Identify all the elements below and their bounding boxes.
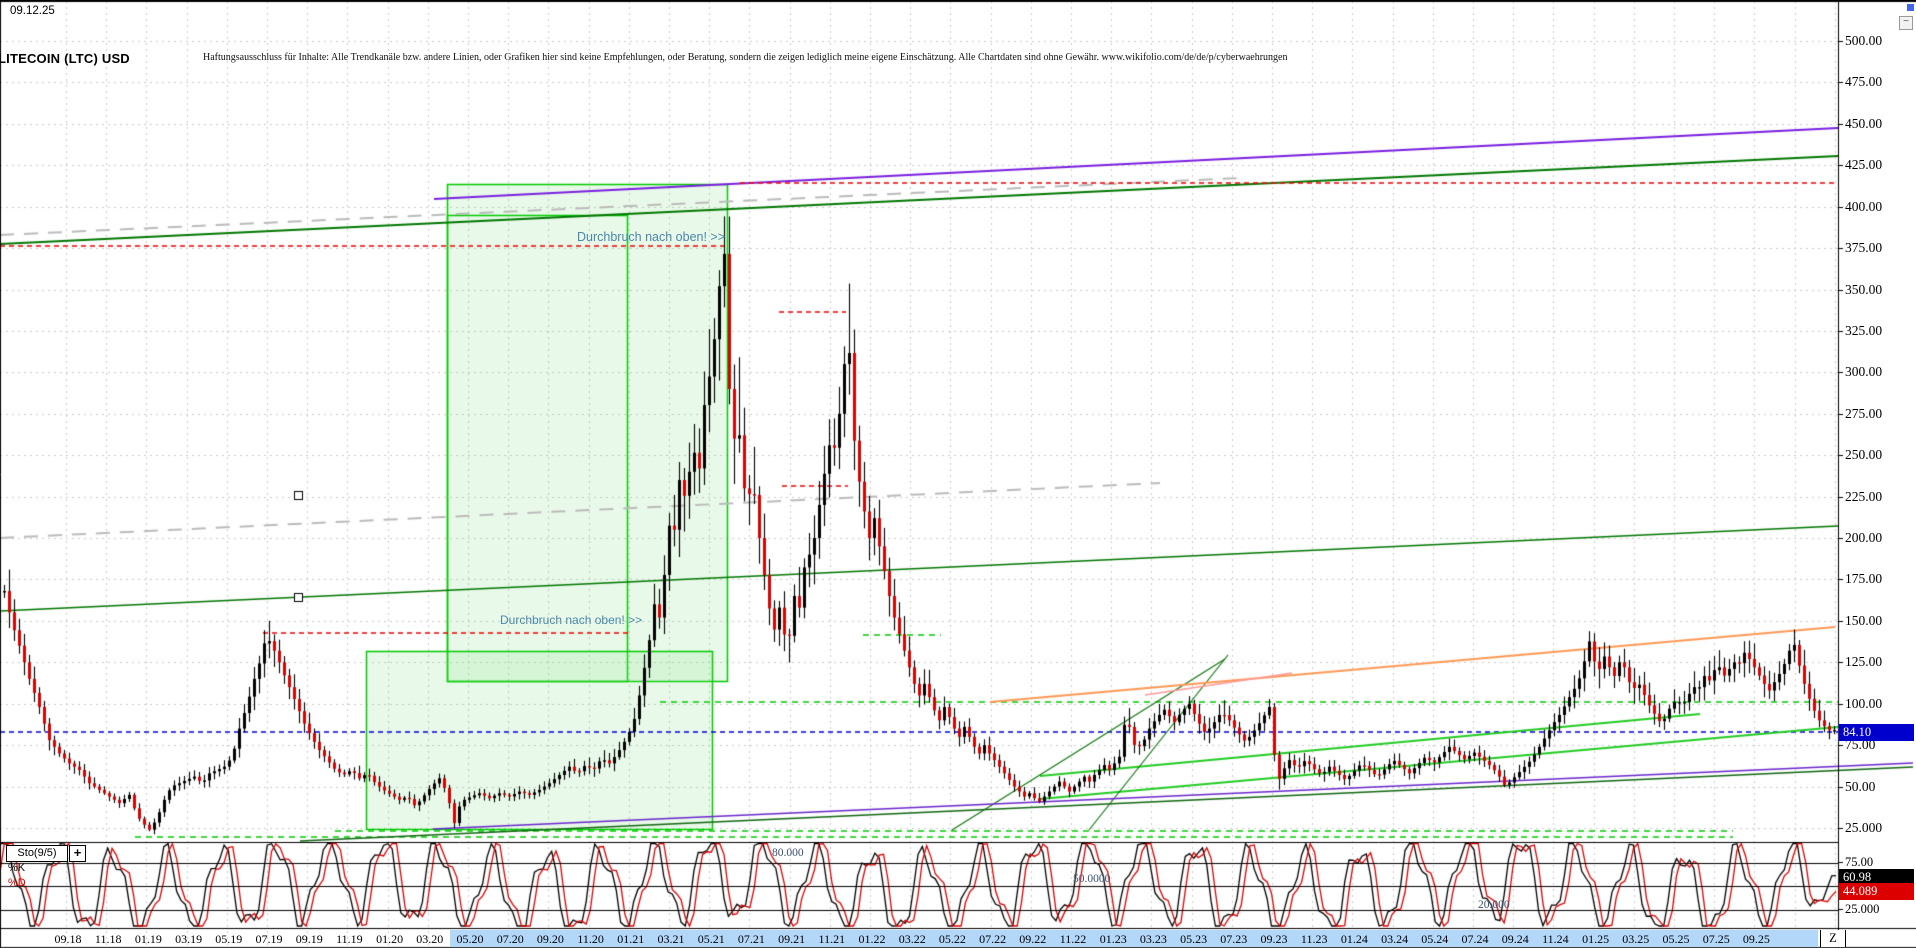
date-axis-label: 07.22 [979,932,1007,946]
date-axis-label: 03.22 [898,932,926,946]
date-axis-label: 05.24 [1421,932,1449,946]
date-axis-label: 07.23 [1220,932,1248,946]
date-axis-label: 07.21 [737,932,765,946]
price-axis-label: 50.00 [1845,778,1876,794]
date-axis-label: 09.22 [1019,932,1047,946]
date-axis-label: 09.20 [536,932,564,946]
annotation-breakout-lower: Durchbruch nach oben! >> [500,613,643,627]
sto-k-value-tag: 60.98 [1839,869,1914,886]
price-axis-label: 150.00 [1845,612,1883,628]
date-axis-label: 01.22 [858,932,886,946]
date-axis-label: 09.23 [1260,932,1288,946]
price-axis-label: 400.00 [1845,198,1883,214]
date-axis-label: 03.21 [657,932,685,946]
date-axis-label: 11.20 [577,932,604,946]
corner-marker [1907,4,1914,11]
date-axis-label: 11.23 [1300,932,1328,946]
collapse-icon[interactable]: − [1899,16,1913,30]
price-axis-label: 500.00 [1845,33,1883,48]
date-axis-label: 01.20 [376,932,404,946]
sto-add-button[interactable]: + [69,845,86,862]
date-axis-label: 11.21 [818,932,846,946]
date-axis-label: 05.22 [938,932,966,946]
sto-annotation-20: 20.000 [1478,899,1510,911]
zoom-reset-button[interactable]: Z [1820,930,1846,947]
price-axis-label: 25.000 [1845,820,1883,835]
price-axis-label: 300.00 [1845,364,1883,380]
date-axis-label: 01.24 [1340,932,1368,946]
sto-annotation-80: 80.000 [772,847,804,859]
date-axis-label: 03.20 [416,932,444,946]
sto-d-value-tag: 44.089 [1839,883,1914,900]
price-axis-label: 375.00 [1845,240,1883,256]
chart-date: 09.12.25 [10,5,55,17]
price-axis-label: 200.00 [1845,530,1883,546]
date-axis-label: 05.25 [1662,932,1690,946]
date-axis-label: 07.19 [255,932,283,946]
sto-indicator-label: Sto(9/5) [6,845,68,862]
annotation-breakout-upper: Durchbruch nach oben! >> [577,230,726,244]
price-axis-label: 125.00 [1845,654,1883,670]
sto-annotation-50: 50.0000 [1073,873,1111,885]
date-axis-label: 01.25 [1582,932,1610,946]
sto-axis-label: 75.00 [1845,855,1874,869]
price-axis-label: 275.00 [1845,405,1883,421]
date-axis-label: 01.21 [617,932,645,946]
date-axis-label: 09.25 [1742,932,1770,946]
price-axis-label: 100.00 [1845,695,1883,711]
date-axis-label: 09.18 [54,932,82,946]
price-axis-label: 425.00 [1845,157,1883,173]
price-axis-label: 450.00 [1845,115,1883,131]
date-axis-label: 09.24 [1501,932,1529,946]
date-axis-label: 07.24 [1461,932,1489,946]
date-axis-label: 05.21 [697,932,725,946]
date-axis-label: 07.20 [496,932,524,946]
date-axis-label: 11.24 [1542,932,1569,946]
date-axis-label: 11.19 [336,932,363,946]
date-axis-label: 05.23 [1180,932,1208,946]
price-axis-label: 475.00 [1845,74,1883,90]
date-axis-label: 09.19 [295,932,323,946]
price-axis-label: 175.00 [1845,571,1883,587]
disclaimer-text: Haftungsausschluss für Inhalte: Alle Tre… [203,52,1288,63]
price-axis-label: 325.00 [1845,322,1883,338]
symbol-title: LITECOIN (LTC) USD [0,51,130,66]
date-axis-label: 01.19 [134,932,162,946]
date-axis-label: 03.24 [1381,932,1409,946]
date-range-scrollbar[interactable] [450,930,1818,947]
date-axis-label: 03.23 [1139,932,1167,946]
sto-axis-label: 25.000 [1845,902,1880,916]
date-axis-label: 05.20 [456,932,484,946]
date-axis-label: 09.21 [778,932,806,946]
price-axis-label: 250.00 [1845,447,1883,463]
price-axis-label: 225.00 [1845,488,1883,504]
date-axis-label: 11.18 [94,932,122,946]
date-axis-label: 11.22 [1059,932,1087,946]
price-axis-label: 350.00 [1845,281,1883,297]
date-axis-label: 05.19 [215,932,243,946]
sto-d-label: %D [8,877,26,889]
sto-k-label: %K [8,862,26,874]
date-axis-label: 03.25 [1622,932,1650,946]
current-price-tag: 84.10 [1839,724,1914,741]
date-axis-label: 01.23 [1099,932,1127,946]
date-axis-label: 03.19 [175,932,203,946]
date-axis-label: 07.25 [1702,932,1730,946]
